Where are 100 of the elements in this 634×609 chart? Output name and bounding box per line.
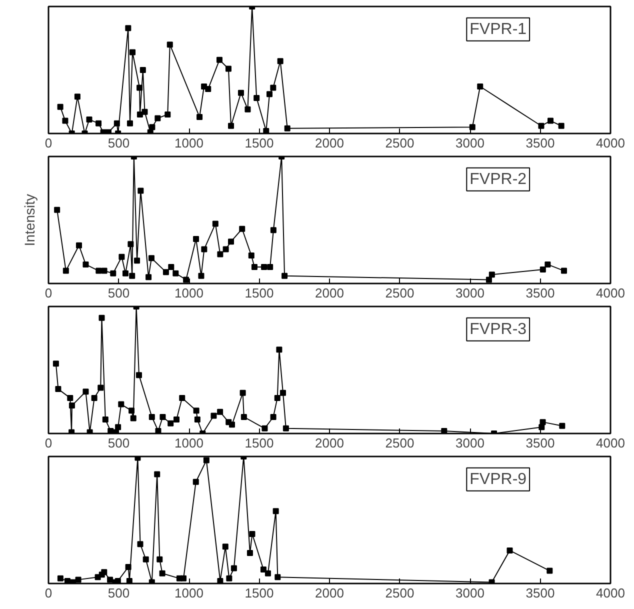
point xyxy=(217,578,224,584)
point xyxy=(86,116,92,123)
point xyxy=(225,66,232,72)
x-tick-label: 0 xyxy=(44,286,52,300)
point xyxy=(540,266,546,273)
point xyxy=(196,114,203,120)
point xyxy=(134,258,140,264)
point xyxy=(156,556,163,562)
point xyxy=(238,90,244,96)
x-tick-label: 500 xyxy=(108,586,130,600)
point xyxy=(246,550,253,556)
point xyxy=(239,226,246,232)
point xyxy=(548,118,554,124)
x-tick-label: 1500 xyxy=(244,436,274,450)
point xyxy=(248,252,254,259)
point xyxy=(148,414,155,420)
point xyxy=(228,238,234,245)
point xyxy=(544,261,551,268)
x-tick-label: 1500 xyxy=(244,286,274,300)
point xyxy=(162,269,169,276)
point xyxy=(180,575,187,582)
point xyxy=(261,264,268,270)
point xyxy=(82,261,89,268)
x-tick-label: 0 xyxy=(44,136,52,150)
point xyxy=(262,425,268,432)
point xyxy=(57,104,64,110)
x-tick-label: 2500 xyxy=(385,436,414,450)
point xyxy=(110,270,116,276)
x-tick-label: 500 xyxy=(108,436,130,450)
point xyxy=(228,122,234,129)
point xyxy=(488,272,495,278)
point xyxy=(75,576,82,583)
point xyxy=(249,530,256,537)
point xyxy=(244,106,251,112)
point xyxy=(160,414,166,420)
point xyxy=(193,236,200,242)
text: FVPR-3 xyxy=(470,320,527,338)
point xyxy=(98,314,105,321)
point xyxy=(274,574,281,580)
point xyxy=(217,408,224,415)
point xyxy=(203,457,210,464)
point xyxy=(217,251,224,258)
point xyxy=(107,576,114,583)
point xyxy=(102,416,108,423)
point xyxy=(159,570,166,576)
point xyxy=(154,471,160,478)
y-axis-title: Intensity xyxy=(22,194,38,246)
point xyxy=(128,241,134,248)
point xyxy=(559,422,566,429)
point xyxy=(193,408,200,414)
point xyxy=(179,394,186,401)
point xyxy=(264,570,271,576)
point xyxy=(538,122,544,129)
text: FVPR-2 xyxy=(470,170,527,188)
x-tick-label: 0 xyxy=(44,436,52,450)
point xyxy=(194,416,200,423)
point xyxy=(62,118,68,124)
point xyxy=(82,388,89,395)
point xyxy=(226,575,232,582)
point xyxy=(183,276,190,283)
point xyxy=(198,272,204,279)
x-tick-label: 4000 xyxy=(596,286,625,300)
point xyxy=(128,408,135,414)
point xyxy=(122,270,128,276)
x-tick-label: 4000 xyxy=(596,136,625,150)
point xyxy=(140,67,146,73)
x-tick-label: 1000 xyxy=(174,586,204,600)
x-tick-label: 2500 xyxy=(385,286,414,300)
point xyxy=(282,425,289,432)
point xyxy=(222,246,229,252)
point xyxy=(76,242,82,248)
point xyxy=(267,264,274,270)
x-tick-label: 1000 xyxy=(174,286,204,300)
point xyxy=(228,422,235,428)
point xyxy=(52,360,59,367)
point xyxy=(230,565,237,572)
x-tick-label: 1000 xyxy=(174,436,204,450)
x-tick-label: 1000 xyxy=(174,136,204,150)
point xyxy=(114,120,120,126)
point xyxy=(280,390,286,396)
point xyxy=(222,544,228,550)
point xyxy=(260,566,266,573)
point xyxy=(98,384,104,391)
point xyxy=(130,49,136,56)
point xyxy=(276,346,282,353)
point xyxy=(266,91,273,98)
point xyxy=(168,264,174,270)
point xyxy=(126,578,132,584)
x-tick-label: 1500 xyxy=(244,136,274,150)
point xyxy=(251,264,258,270)
point xyxy=(129,272,136,279)
point xyxy=(136,84,143,91)
point xyxy=(101,569,108,576)
point xyxy=(125,25,132,32)
point xyxy=(540,419,546,426)
point xyxy=(282,272,288,279)
point xyxy=(274,394,280,401)
point xyxy=(126,120,133,126)
x-tick-label: 1500 xyxy=(244,586,274,600)
point xyxy=(137,541,144,548)
